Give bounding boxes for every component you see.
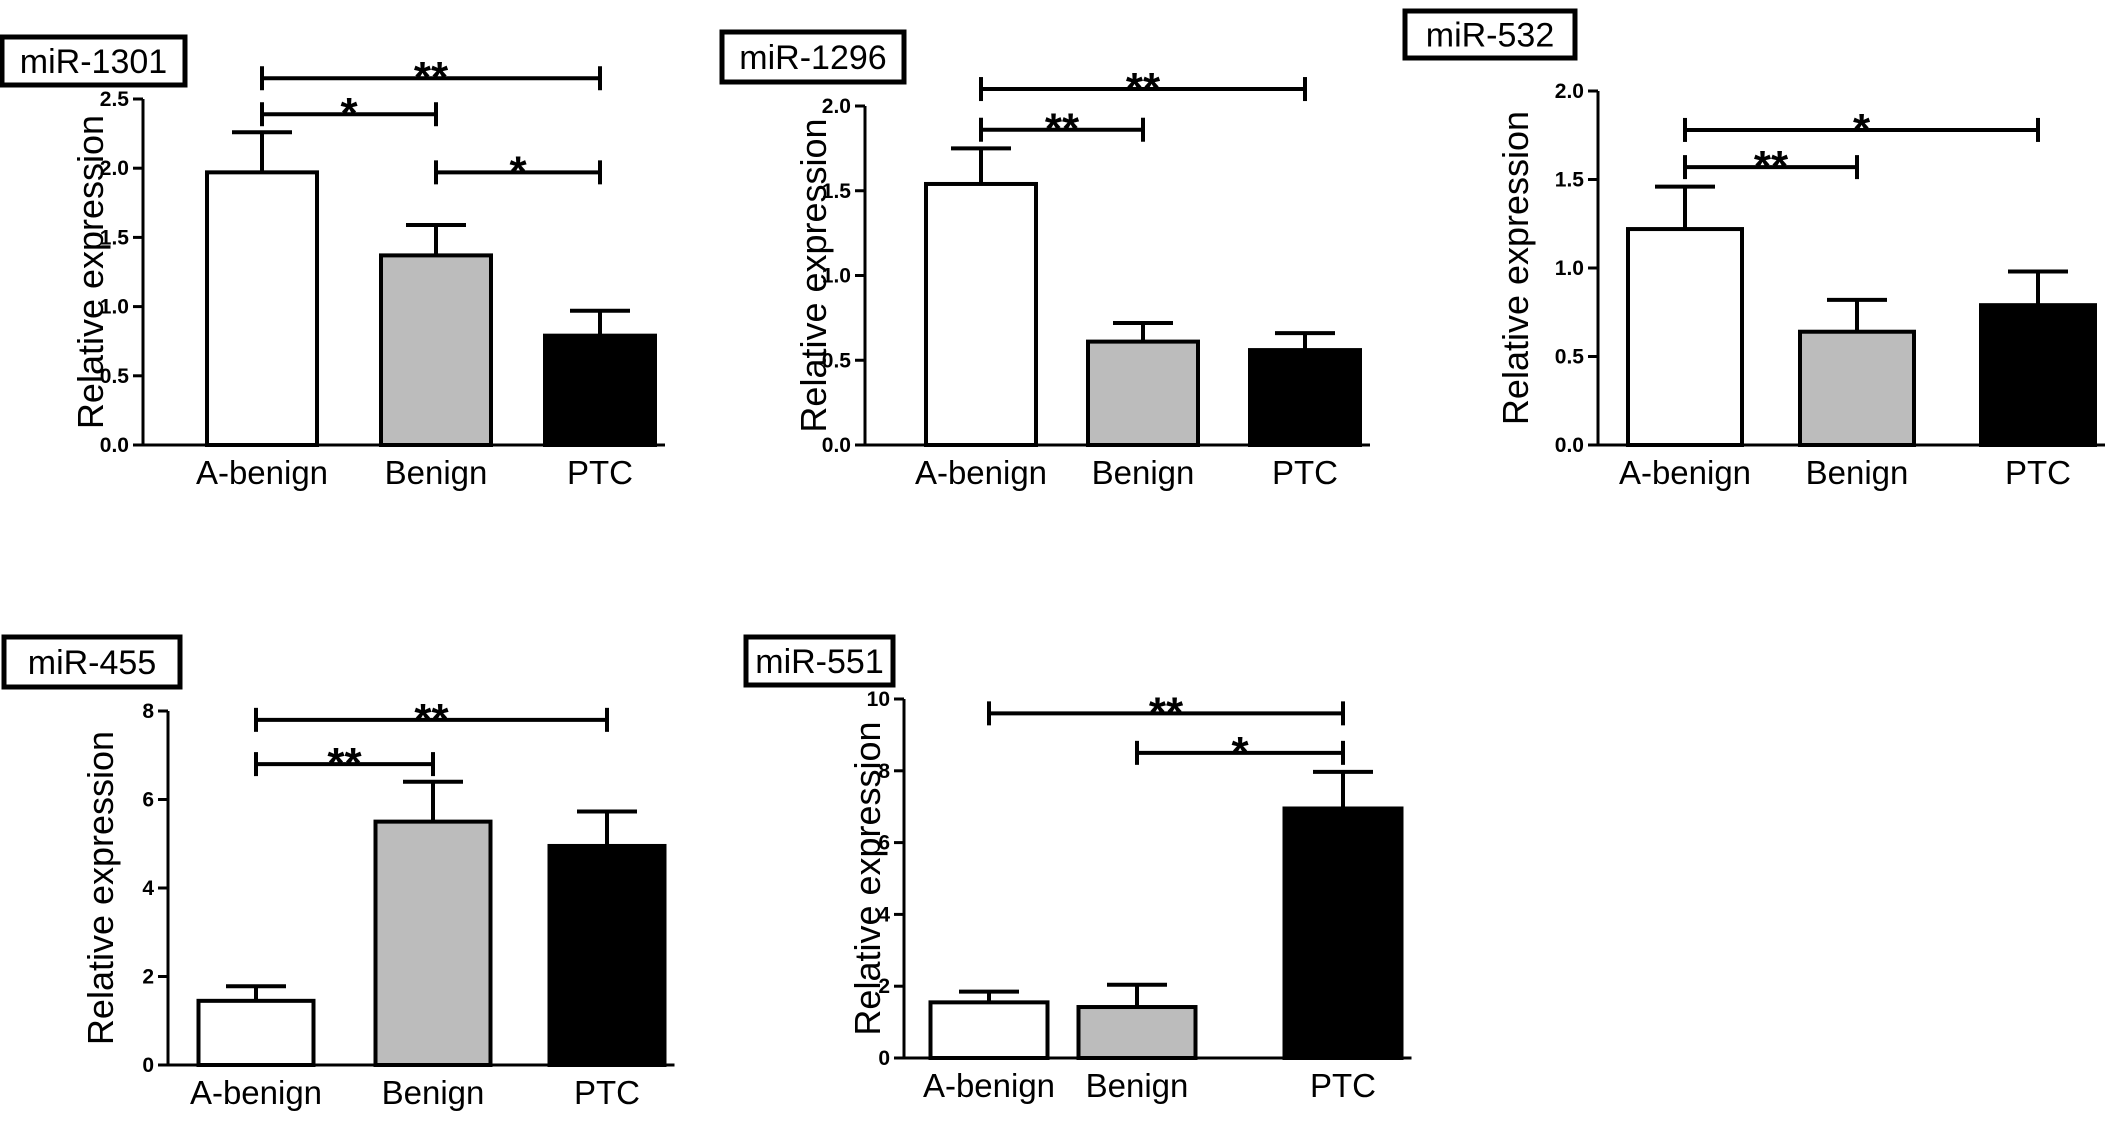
y-tick-label: 0.5 bbox=[100, 365, 130, 388]
significance-label: * bbox=[1853, 105, 1871, 154]
chart-panel-1: miR-1301 0.0 0.5 1.0 1.5 2.0 2.5 Relative expre… bbox=[0, 34, 665, 491]
y-axis-label: Relative expression bbox=[1495, 111, 1536, 425]
panel-title: miR-551 bbox=[755, 643, 883, 681]
bar-a-benign bbox=[196, 998, 316, 1068]
bar-ptc bbox=[1979, 303, 2097, 448]
x-category-label: PTC bbox=[2005, 454, 2071, 491]
y-tick-label: 2.0 bbox=[100, 157, 129, 180]
y-tick-label: 6 bbox=[142, 789, 154, 812]
x-category-label: A-benign bbox=[915, 454, 1047, 491]
significance-label: ** bbox=[1126, 64, 1161, 113]
x-category-label: PTC bbox=[567, 454, 633, 491]
y-tick-label: 2 bbox=[878, 975, 890, 998]
bar-benign bbox=[1086, 339, 1200, 448]
panel-title: miR-1301 bbox=[20, 43, 167, 81]
panel-title-box bbox=[1402, 8, 1578, 61]
y-tick-label: 2.0 bbox=[822, 95, 851, 118]
significance-label: ** bbox=[1149, 688, 1184, 737]
y-axis-label: Relative expression bbox=[70, 115, 111, 429]
x-category-label: Benign bbox=[1086, 1067, 1189, 1104]
bar-a-benign bbox=[205, 170, 319, 448]
y-tick-label: 2.5 bbox=[100, 88, 130, 111]
panel-title: miR-532 bbox=[1426, 17, 1554, 55]
significance-label: ** bbox=[414, 53, 449, 102]
y-axis-label: Relative expression bbox=[793, 118, 834, 432]
chart-panel-5: miR-551 0 2 4 6 8 10 Relative expression A-benig… bbox=[743, 634, 1412, 1104]
y-tick-label: 0.0 bbox=[822, 434, 851, 457]
y-axis-label: Relative expression bbox=[80, 731, 121, 1045]
bar-benign bbox=[373, 819, 493, 1067]
significance-label: ** bbox=[327, 739, 362, 788]
bar-ptc bbox=[543, 333, 657, 447]
y-tick-label: 0.5 bbox=[1555, 346, 1585, 369]
x-category-label: Benign bbox=[382, 1074, 485, 1111]
x-category-label: PTC bbox=[1272, 454, 1338, 491]
chart-panel-3: miR-532 0.0 0.5 1.0 1.5 2.0 Relative expressio… bbox=[1402, 8, 2105, 491]
y-tick-label: 1.5 bbox=[1555, 169, 1585, 192]
significance-label: ** bbox=[1045, 105, 1080, 154]
y-tick-label: 10 bbox=[867, 688, 890, 711]
y-tick-label: 8 bbox=[878, 760, 890, 783]
y-tick-label: 1.0 bbox=[100, 296, 129, 319]
y-tick-label: 0 bbox=[142, 1054, 154, 1077]
x-category-label: A-benign bbox=[923, 1067, 1055, 1104]
y-tick-label: 0.5 bbox=[822, 349, 852, 372]
x-category-label: PTC bbox=[1310, 1067, 1376, 1104]
x-category-label: Benign bbox=[1092, 454, 1195, 491]
panel-title-box bbox=[1, 634, 183, 690]
bar-a-benign bbox=[1626, 227, 1744, 447]
y-axis-label: Relative expression bbox=[847, 721, 888, 1035]
y-tick-label: 4 bbox=[142, 877, 154, 900]
y-tick-label: 2.0 bbox=[1555, 80, 1584, 103]
x-category-label: A-benign bbox=[1619, 454, 1751, 491]
significance-label: * bbox=[340, 89, 358, 138]
bar-ptc bbox=[1282, 806, 1404, 1060]
y-tick-label: 1.5 bbox=[100, 226, 130, 249]
significance-label: * bbox=[1231, 728, 1249, 777]
chart-panel-4: miR-455 0 2 4 6 8 Relative expression A-benign B… bbox=[1, 634, 675, 1111]
x-category-label: Benign bbox=[1806, 454, 1909, 491]
panel-title-box bbox=[743, 634, 896, 688]
y-tick-label: 4 bbox=[878, 903, 890, 926]
bar-benign bbox=[1798, 329, 1916, 447]
y-tick-label: 1.5 bbox=[822, 180, 852, 203]
significance-label: * bbox=[509, 147, 527, 196]
x-category-label: A-benign bbox=[190, 1074, 322, 1111]
bar-benign bbox=[1076, 1005, 1198, 1060]
bar-benign bbox=[379, 253, 493, 447]
x-category-label: PTC bbox=[574, 1074, 640, 1111]
bar-ptc bbox=[1248, 348, 1362, 447]
y-tick-label: 0.0 bbox=[1555, 434, 1584, 457]
panel-title-box bbox=[0, 34, 188, 88]
bar-a-benign bbox=[928, 1000, 1050, 1060]
significance-label: ** bbox=[1754, 142, 1789, 191]
bar-ptc bbox=[547, 843, 667, 1068]
significance-label: ** bbox=[414, 695, 449, 744]
y-tick-label: 0 bbox=[878, 1047, 890, 1070]
y-tick-label: 1.0 bbox=[1555, 257, 1584, 280]
panel-title-box bbox=[719, 29, 907, 85]
x-category-label: Benign bbox=[385, 454, 488, 491]
panel-title: miR-1296 bbox=[739, 39, 886, 77]
x-category-label: A-benign bbox=[196, 454, 328, 491]
y-tick-label: 2 bbox=[142, 966, 154, 989]
y-tick-label: 0.0 bbox=[100, 434, 129, 457]
y-tick-label: 6 bbox=[878, 832, 890, 855]
panel-title: miR-455 bbox=[28, 644, 156, 682]
y-tick-label: 1.0 bbox=[822, 265, 851, 288]
bar-a-benign bbox=[924, 181, 1038, 447]
y-tick-label: 8 bbox=[142, 700, 154, 723]
